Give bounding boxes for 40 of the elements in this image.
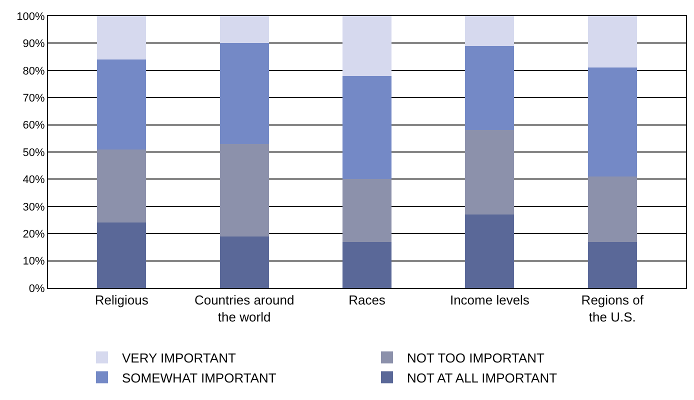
y-tick-label: 60% bbox=[22, 120, 46, 132]
bar bbox=[342, 179, 392, 242]
bar bbox=[465, 130, 514, 215]
bar bbox=[97, 60, 146, 150]
bar bbox=[220, 43, 269, 144]
y-tick-label: 50% bbox=[22, 146, 46, 159]
bar bbox=[220, 144, 269, 236]
y-tick-label: 10% bbox=[22, 256, 46, 268]
bar bbox=[97, 222, 146, 288]
bar bbox=[342, 16, 392, 76]
bar bbox=[465, 214, 514, 288]
y-tick-label: 40% bbox=[22, 174, 46, 186]
x-tick-label: Religious bbox=[94, 292, 149, 308]
y-tick-label: 80% bbox=[22, 65, 46, 78]
bar bbox=[220, 236, 269, 288]
bar bbox=[342, 76, 392, 180]
bar bbox=[588, 176, 637, 242]
legend-label: SOMEWHAT IMPORTANT bbox=[122, 370, 276, 386]
bar bbox=[97, 16, 146, 60]
y-tick-label: 90% bbox=[22, 38, 46, 50]
legend-label: VERY IMPORTANT bbox=[122, 350, 236, 366]
x-tick-label: Income levels bbox=[450, 292, 530, 308]
bar bbox=[465, 46, 514, 130]
x-tick-label: Regions of the U.S. bbox=[581, 292, 644, 324]
bar bbox=[97, 149, 146, 223]
x-tick-label: Countries around the world bbox=[194, 292, 294, 324]
bar bbox=[588, 68, 637, 176]
bar bbox=[220, 16, 269, 44]
bar bbox=[465, 16, 514, 46]
y-tick-label: 30% bbox=[22, 201, 46, 214]
legend-label: NOT AT ALL IMPORTANT bbox=[407, 370, 558, 386]
y-tick-label: 70% bbox=[22, 92, 46, 104]
legend-label: NOT TOO IMPORTANT bbox=[407, 350, 545, 366]
y-tick-label: 100% bbox=[16, 10, 46, 23]
bar bbox=[588, 242, 637, 288]
y-tick-label: 0% bbox=[28, 282, 46, 295]
x-tick-label: Races bbox=[348, 292, 386, 308]
bar bbox=[342, 242, 392, 288]
y-tick-label: 20% bbox=[22, 228, 46, 240]
bar bbox=[588, 16, 637, 68]
